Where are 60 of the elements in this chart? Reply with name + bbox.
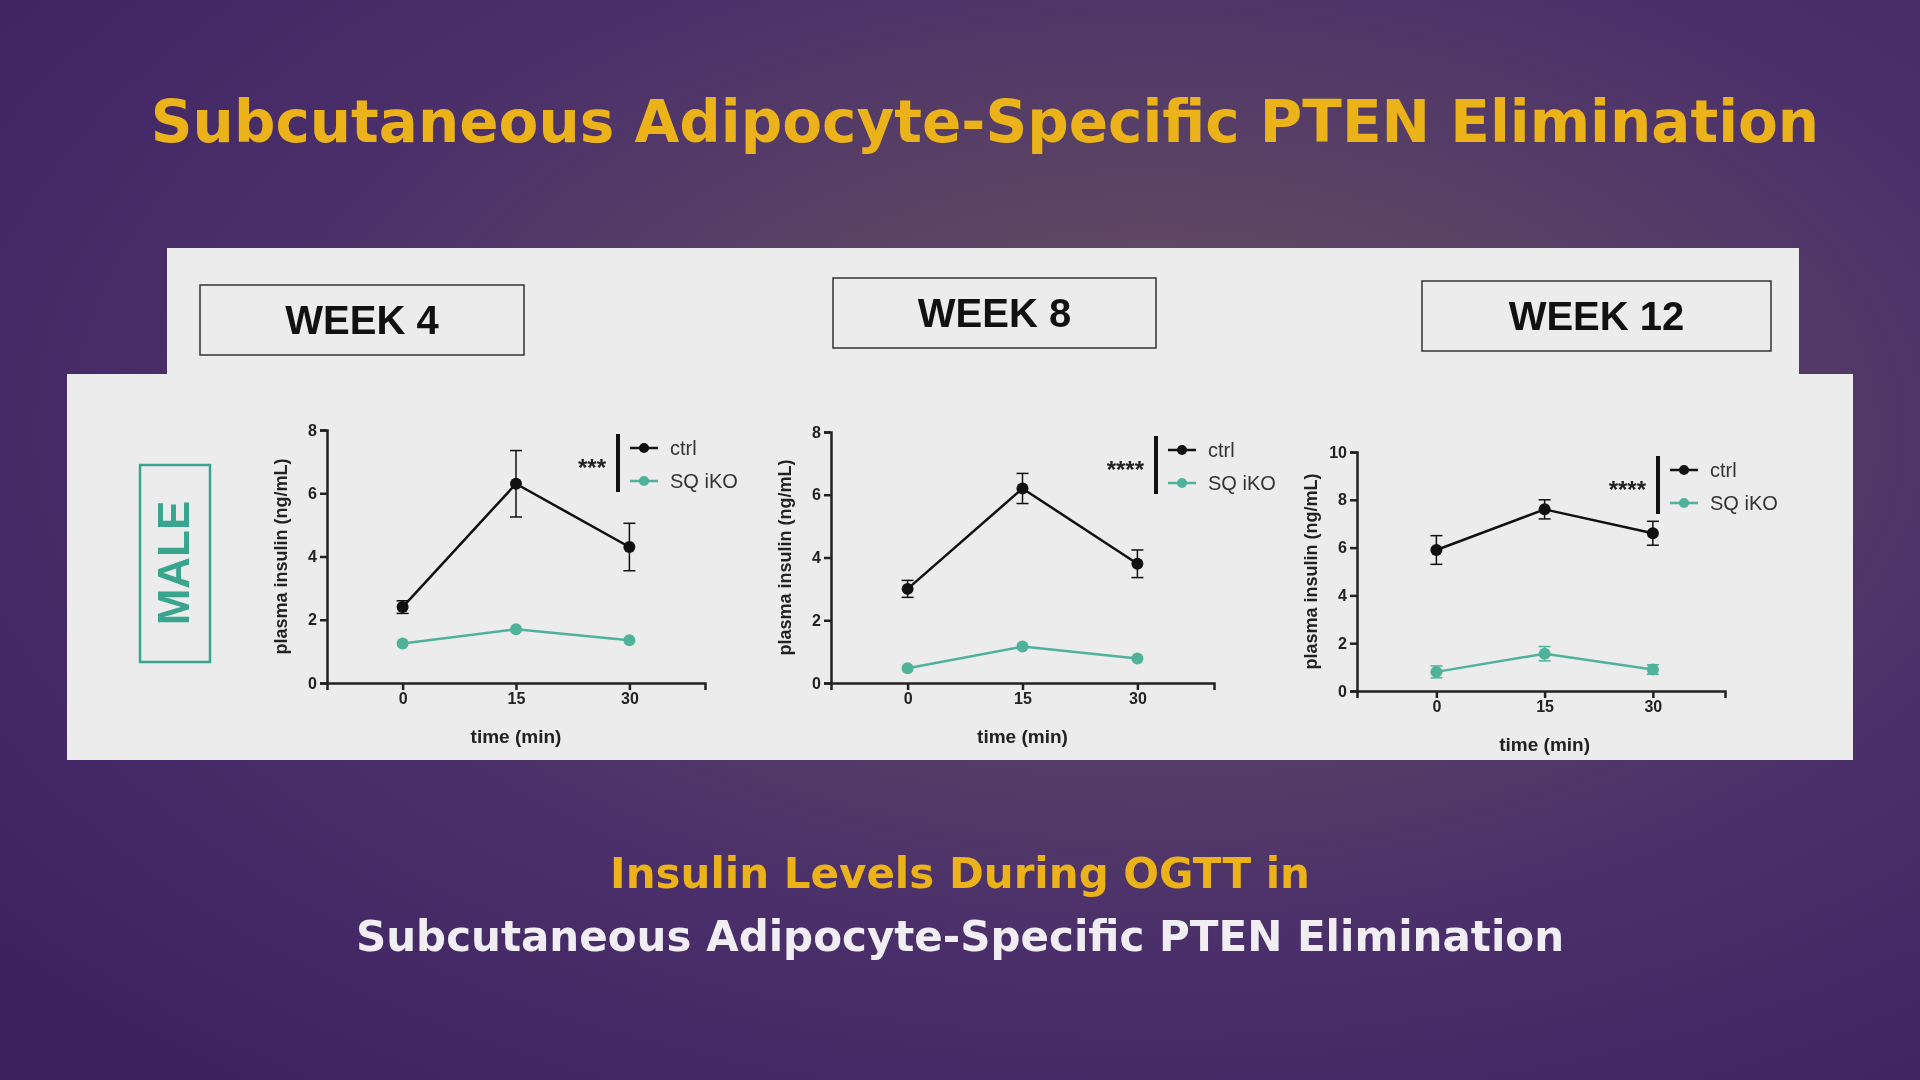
y-tick-label: 4 bbox=[1338, 587, 1348, 605]
x-tick-label: 15 bbox=[507, 690, 526, 708]
x-tick-label: 30 bbox=[1644, 698, 1663, 716]
x-axis-title: time (min) bbox=[977, 726, 1068, 747]
y-tick-label: 8 bbox=[308, 421, 318, 439]
y-tick-label: 8 bbox=[1338, 491, 1348, 509]
point bbox=[1016, 640, 1029, 653]
point bbox=[510, 623, 522, 636]
x-tick-label: 15 bbox=[1014, 690, 1032, 708]
y-axis-title: plasma insulin (ng/mL) bbox=[271, 458, 291, 655]
annotation: **** bbox=[1608, 476, 1647, 503]
point bbox=[623, 541, 636, 553]
x-tick-label: 15 bbox=[1536, 698, 1555, 716]
text: MALE bbox=[149, 500, 198, 626]
y-tick-label: 6 bbox=[1338, 539, 1348, 557]
legend-label: ctrl bbox=[670, 437, 697, 459]
annotation: *** bbox=[577, 454, 607, 481]
y-tick-label: 2 bbox=[1338, 634, 1348, 652]
y-axis-title: plasma insulin (ng/mL) bbox=[775, 459, 795, 656]
y-tick-label: 2 bbox=[812, 611, 822, 629]
legend-label: SQ iKO bbox=[1208, 472, 1276, 494]
point bbox=[623, 634, 636, 647]
y-axis-title: plasma insulin (ng/mL) bbox=[1301, 473, 1321, 670]
chart-title: WEEK 8 bbox=[917, 291, 1072, 335]
y-tick-label: 0 bbox=[812, 674, 822, 692]
x-tick-label: 0 bbox=[903, 690, 913, 708]
point bbox=[901, 582, 914, 595]
point bbox=[1646, 527, 1659, 540]
y-tick-label: 6 bbox=[812, 486, 822, 504]
x-tick-label: 30 bbox=[621, 690, 639, 708]
legend-label: SQ iKO bbox=[670, 470, 738, 492]
y-tick-label: 0 bbox=[308, 674, 318, 692]
point bbox=[1016, 482, 1029, 495]
y-tick-label: 2 bbox=[308, 611, 318, 629]
point bbox=[510, 477, 522, 490]
x-tick-label: 30 bbox=[1129, 690, 1147, 708]
text: Insulin Levels During OGTT in bbox=[610, 849, 1310, 898]
point bbox=[1131, 557, 1144, 570]
point bbox=[1131, 652, 1144, 665]
y-tick-label: 8 bbox=[812, 423, 822, 441]
y-tick-label: 10 bbox=[1329, 443, 1348, 461]
x-axis-title: time (min) bbox=[470, 726, 562, 747]
y-tick-label: 6 bbox=[308, 484, 318, 502]
y-tick-label: 4 bbox=[812, 549, 822, 567]
text: Subcutaneous Adipocyte-Specific PTEN Elimination bbox=[150, 88, 1820, 156]
annotation: **** bbox=[1106, 456, 1145, 483]
text: Subcutaneous Adipocyte-Specific PTEN Elimination bbox=[355, 912, 1565, 961]
chart-title: WEEK 4 bbox=[285, 298, 440, 342]
x-tick-label: 0 bbox=[398, 690, 408, 708]
chart-title: WEEK 12 bbox=[1508, 294, 1685, 338]
x-axis-title: time (min) bbox=[1499, 734, 1590, 755]
x-tick-label: 0 bbox=[1432, 698, 1442, 716]
legend-label: ctrl bbox=[1208, 439, 1235, 461]
point bbox=[901, 662, 914, 675]
legend-label: SQ iKO bbox=[1710, 492, 1778, 514]
legend-label: ctrl bbox=[1710, 459, 1737, 481]
point bbox=[1430, 544, 1443, 556]
point bbox=[1538, 503, 1551, 516]
y-tick-label: 4 bbox=[308, 548, 318, 566]
point bbox=[396, 637, 409, 650]
